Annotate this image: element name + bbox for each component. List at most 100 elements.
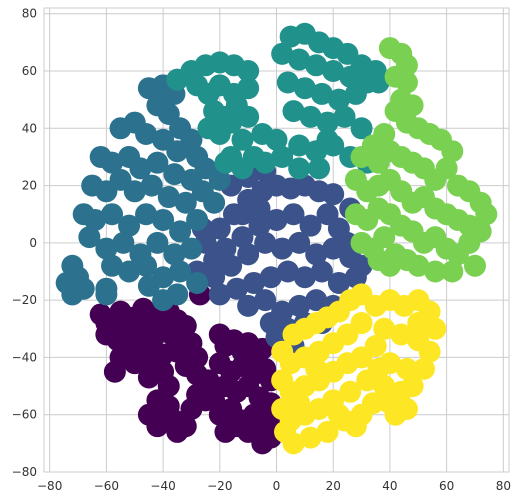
- scatter-point: [203, 266, 226, 289]
- scatter-point: [208, 168, 231, 191]
- scatter-point: [339, 380, 362, 403]
- scatter-point: [350, 254, 373, 277]
- scatter-point: [95, 237, 118, 260]
- scatter-point: [288, 294, 311, 317]
- scatter-point: [299, 426, 322, 449]
- x-tick-label: −20: [207, 479, 232, 493]
- scatter-point: [157, 186, 180, 209]
- scatter-point: [305, 289, 328, 312]
- scatter-point: [103, 360, 126, 383]
- scatter-point: [146, 415, 169, 438]
- scatter-point: [186, 271, 209, 294]
- scatter-point: [118, 214, 141, 237]
- scatter-point: [441, 140, 464, 163]
- scatter-point: [95, 277, 118, 300]
- scatter-point: [101, 203, 124, 226]
- x-tick-label: 60: [439, 479, 454, 493]
- y-tick-label: −20: [12, 293, 37, 307]
- scatter-point: [169, 260, 192, 283]
- scatter-point: [373, 375, 396, 398]
- x-axis-ticks: −80 −60 −40 −20 0 20 40 60 80: [37, 479, 511, 493]
- scatter-point: [163, 243, 186, 266]
- scatter-point: [265, 208, 288, 231]
- scatter-series: [344, 37, 498, 283]
- scatter-point: [271, 397, 294, 420]
- scatter-point: [299, 214, 322, 237]
- scatter-point: [327, 88, 350, 111]
- scatter-point: [95, 312, 118, 335]
- scatter-point: [373, 317, 396, 340]
- x-tick-label: 0: [273, 479, 281, 493]
- y-tick-label: 60: [22, 64, 37, 78]
- scatter-point: [305, 243, 328, 266]
- scatter-point: [305, 54, 328, 77]
- y-tick-label: −80: [12, 465, 37, 479]
- scatter-point: [146, 151, 169, 174]
- scatter-point: [463, 254, 486, 277]
- scatter-point: [242, 271, 265, 294]
- scatter-point: [350, 117, 373, 140]
- scatter-series: [166, 22, 390, 180]
- scatter-point: [327, 403, 350, 426]
- scatter-point: [390, 323, 413, 346]
- scatter-point: [418, 340, 441, 363]
- scatter-point: [112, 231, 135, 254]
- scatter-point: [271, 237, 294, 260]
- scatter-point: [123, 340, 146, 363]
- scatter-series: [55, 74, 231, 312]
- scatter-point: [135, 254, 158, 277]
- scatter-point: [248, 214, 271, 237]
- scatter-point: [254, 289, 277, 312]
- y-tick-label: 20: [22, 179, 37, 193]
- scatter-point: [129, 157, 152, 180]
- scatter-point: [401, 94, 424, 117]
- scatter-point: [282, 100, 305, 123]
- scatter-point: [166, 140, 189, 163]
- scatter-point: [288, 392, 311, 415]
- scatter-point: [237, 243, 260, 266]
- scatter-point: [407, 312, 430, 335]
- scatter-point: [254, 151, 277, 174]
- scatter-point: [293, 266, 316, 289]
- scatter-point: [288, 157, 311, 180]
- scatter-point: [424, 260, 447, 283]
- scatter-point: [339, 65, 362, 88]
- scatter-point: [271, 369, 294, 392]
- scatter-point: [350, 145, 373, 168]
- x-tick-label: −80: [37, 479, 62, 493]
- scatter-point: [276, 260, 299, 283]
- scatter-point: [458, 231, 481, 254]
- scatter-point: [327, 271, 350, 294]
- scatter-point: [344, 415, 367, 438]
- scatter-point: [293, 77, 316, 100]
- scatter-point: [220, 254, 243, 277]
- scatter-point: [237, 77, 260, 100]
- scatter-point: [412, 357, 435, 380]
- scatter-point: [322, 183, 345, 206]
- scatter-point: [344, 82, 367, 105]
- scatter-point: [316, 111, 339, 134]
- scatter-point: [288, 134, 311, 157]
- scatter-point: [424, 317, 447, 340]
- scatter-point: [101, 151, 124, 174]
- scatter-point: [407, 254, 430, 277]
- scatter-point: [282, 203, 305, 226]
- scatter-point: [384, 403, 407, 426]
- scatter-point: [135, 123, 158, 146]
- scatter-point: [237, 294, 260, 317]
- scatter-point: [254, 231, 277, 254]
- scatter-point: [163, 163, 186, 186]
- y-tick-label: 80: [22, 7, 37, 21]
- scatter-point: [271, 340, 294, 363]
- scatter-point: [373, 226, 396, 249]
- scatter-point: [271, 145, 294, 168]
- scatter-point: [231, 203, 254, 226]
- scatter-point: [61, 283, 84, 306]
- scatter-series: [271, 283, 447, 455]
- data-points: [55, 22, 498, 455]
- scatter-point: [152, 208, 175, 231]
- scatter-point: [367, 249, 390, 272]
- scatter-point: [441, 260, 464, 283]
- scatter-point: [231, 226, 254, 249]
- scatter-point: [308, 157, 331, 180]
